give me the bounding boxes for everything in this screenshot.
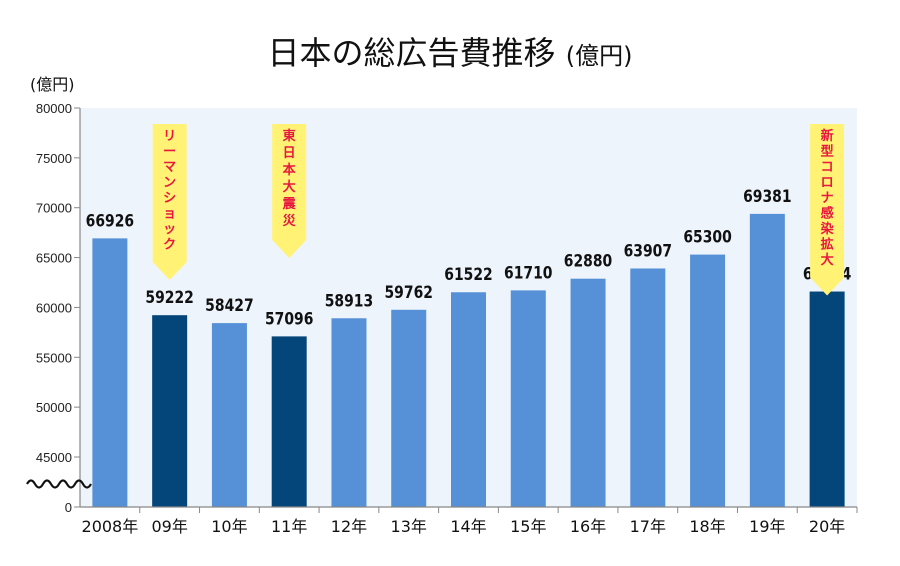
y-tick-label: 80000: [36, 101, 72, 116]
x-tick-label: 10年: [211, 517, 247, 536]
annotation-banner: [272, 124, 307, 258]
y-tick-label: 45000: [36, 450, 72, 465]
chart-title: 日本の総広告費推移 (億円): [0, 28, 900, 74]
data-label: 63907: [624, 241, 672, 261]
annotation-text: リーマンショック: [163, 129, 176, 253]
data-label: 58427: [205, 296, 253, 316]
x-tick-label: 16年: [570, 517, 606, 536]
y-axis-unit: (億円): [30, 75, 75, 94]
bar-2008年: [92, 238, 128, 507]
data-label: 66926: [86, 211, 134, 231]
x-tick-label: 19年: [749, 517, 785, 536]
y-tick-label: 65000: [36, 251, 72, 266]
data-label: 62880: [564, 251, 613, 271]
x-tick-label: 17年: [630, 517, 666, 536]
bar-12年: [331, 318, 367, 507]
x-tick-label: 12年: [331, 517, 367, 536]
x-tick-label: 13年: [391, 517, 427, 536]
bar-17年: [630, 268, 666, 507]
x-tick-label: 15年: [510, 517, 546, 536]
chart-title-unit: (億円): [565, 42, 633, 70]
y-tick-label: 50000: [36, 400, 72, 415]
bar-16年: [570, 278, 606, 507]
annotation-text: 東日本大震災: [282, 128, 297, 229]
bar-15年: [510, 290, 546, 507]
bar-09年: [152, 315, 188, 507]
bar-19年: [749, 213, 785, 507]
data-label: 61710: [504, 263, 553, 283]
annotation-banner: [810, 124, 845, 296]
axis-break-icon: [26, 479, 92, 489]
y-tick-label: 55000: [36, 350, 72, 365]
annotation-text: 新型コロナ感染拡大: [820, 128, 835, 268]
y-tick-label: 60000: [36, 300, 72, 315]
bar-18年: [690, 254, 726, 507]
data-label: 61522: [444, 265, 492, 285]
y-tick-label: 75000: [36, 151, 72, 166]
data-label: 69381: [743, 187, 791, 207]
y-tick-label: 70000: [36, 201, 72, 216]
x-tick-label: 2008年: [82, 517, 139, 536]
data-label: 58913: [325, 291, 373, 311]
data-label: 59222: [145, 288, 193, 308]
data-label: 59762: [384, 282, 432, 302]
annotation-banner: [152, 124, 187, 280]
x-tick-label: 09年: [151, 517, 187, 536]
chart-title-text: 日本の総広告費推移: [267, 34, 556, 72]
bar-13年: [391, 309, 427, 507]
data-label: 57096: [265, 309, 313, 329]
bar-14年: [451, 292, 486, 507]
data-label: 65300: [683, 227, 732, 247]
bar-20年: [809, 291, 845, 507]
y-tick-label: 0: [65, 500, 72, 515]
x-tick-label: 18年: [689, 517, 725, 536]
x-tick-label: 20年: [809, 517, 845, 536]
bar-11年: [271, 336, 307, 507]
x-tick-label: 11年: [271, 517, 307, 536]
bar-10年: [211, 323, 247, 507]
x-tick-label: 14年: [450, 517, 486, 536]
